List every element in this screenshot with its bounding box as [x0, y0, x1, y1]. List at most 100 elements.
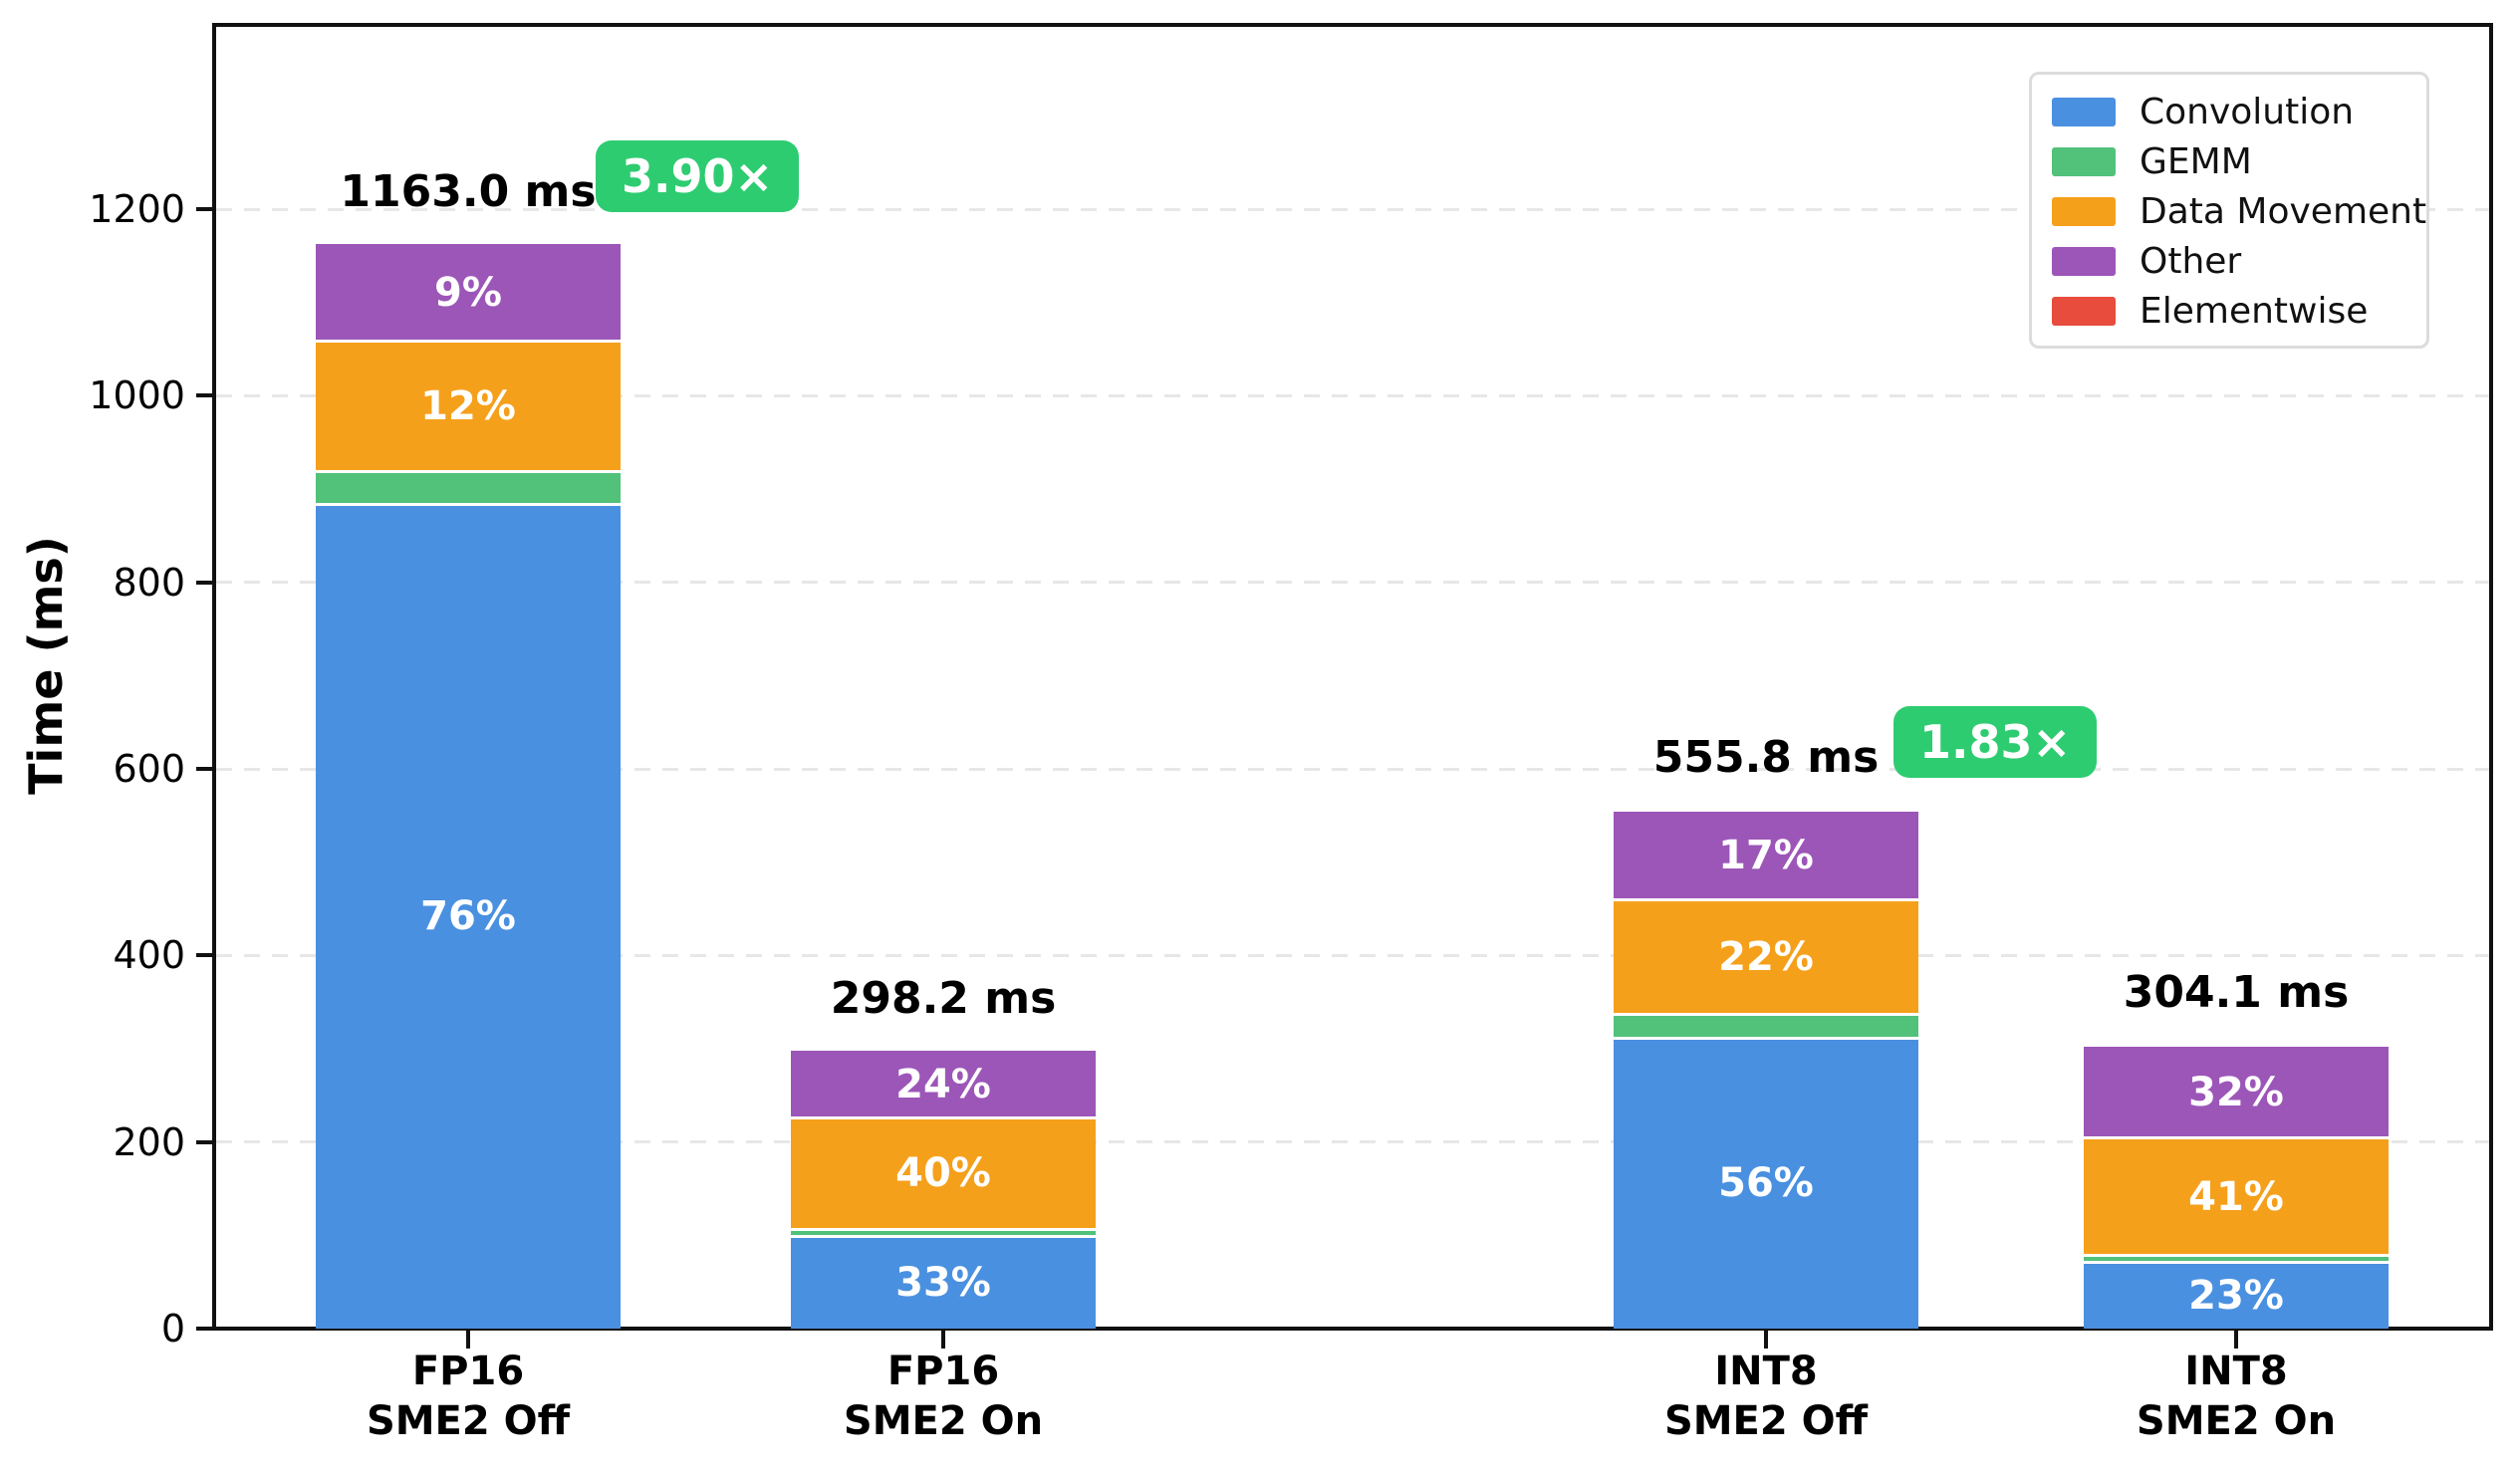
x-tick-label: FP16 SME2 Off [219, 1347, 717, 1446]
x-tick-label-line: FP16 [886, 1349, 1000, 1394]
bar-total-label: 1163.0 ms [340, 165, 597, 217]
bar-segment-gemm [1614, 1014, 1918, 1039]
segment-percent-label: 12% [420, 383, 516, 430]
y-tick-label: 1000 [89, 373, 185, 418]
bar-segment-data-movement [2084, 1137, 2389, 1256]
x-tick-label: INT8 SME2 On [1987, 1347, 2485, 1446]
y-tick-label: 400 [113, 933, 185, 978]
bar-segment-gemm [316, 471, 621, 505]
x-tick-label-line: FP16 [411, 1349, 525, 1394]
bar-total-label: 298.2 ms [830, 972, 1057, 1024]
legend-swatch-gemm [2052, 146, 2116, 176]
bar-segment-gemm [791, 1229, 1096, 1237]
legend-swatch-convolution [2052, 97, 2116, 126]
legend: Convolution GEMM Data Movement Other Element… [2029, 72, 2429, 349]
segment-separator [2084, 1260, 2389, 1264]
x-tick-mark [941, 1331, 945, 1349]
x-tick-mark [1764, 1331, 1768, 1349]
gridline-600 [216, 767, 2489, 771]
x-tick-label-line: SME2 On [843, 1398, 1044, 1444]
segment-separator [791, 1235, 1096, 1239]
segment-percent-label: 40% [895, 1150, 991, 1197]
segment-separator [791, 1115, 1096, 1119]
y-tick-mark [196, 953, 216, 958]
bar-total-label: 304.1 ms [2123, 967, 2350, 1019]
speedup-badge: 1.83× [1893, 706, 2098, 779]
segment-percent-label: 17% [1718, 833, 1814, 879]
legend-label: Convolution [2140, 91, 2355, 132]
x-tick-label: FP16 SME2 On [694, 1347, 1192, 1446]
legend-label: GEMM [2140, 140, 2252, 182]
y-tick-mark [196, 580, 216, 585]
bar-segment-data-movement [791, 1117, 1096, 1230]
y-axis-title: Time (ms) [19, 536, 73, 795]
bar-segment-other [2084, 1046, 2389, 1138]
segment-separator [2084, 1136, 2389, 1140]
y-tick-mark [196, 393, 216, 398]
segment-separator [1614, 898, 1918, 902]
gridline-200 [216, 1140, 2489, 1144]
x-tick-label-line: INT8 [2184, 1349, 2288, 1394]
y-tick-label: 0 [160, 1307, 185, 1350]
segment-percent-label: 24% [895, 1061, 991, 1107]
bar-segment-other [316, 243, 621, 342]
segment-separator [1614, 1037, 1918, 1040]
y-tick-mark [196, 207, 216, 211]
bar-segment-other [1614, 812, 1918, 900]
legend-swatch-elementwise [2052, 296, 2116, 326]
segment-separator [791, 1227, 1096, 1231]
segment-percent-label: 32% [2188, 1069, 2284, 1115]
x-tick-label-line: INT8 [1714, 1349, 1818, 1394]
x-tick-mark [2234, 1331, 2238, 1349]
bar-segment-gemm [2084, 1255, 2389, 1263]
y-tick-mark [196, 767, 216, 771]
y-tick-mark [196, 1139, 216, 1144]
bar-segment-other [791, 1051, 1096, 1118]
x-tick-label: INT8 SME2 Off [1517, 1347, 2015, 1446]
legend-label: Other [2140, 240, 2242, 282]
bar-segment-convolution [1614, 1038, 1918, 1329]
x-tick-mark [466, 1331, 470, 1349]
legend-item-data-movement: Data Movement [2052, 186, 2426, 236]
segment-separator [316, 469, 621, 473]
legend-label: Data Movement [2140, 190, 2427, 232]
legend-item-convolution: Convolution [2052, 87, 2406, 136]
bar-total-label: 555.8 ms [1652, 732, 1880, 784]
x-tick-label-line: SME2 On [2136, 1398, 2337, 1444]
x-tick-label-line: SME2 Off [366, 1398, 571, 1444]
bar-segment-data-movement [1614, 899, 1918, 1015]
segment-percent-label: 56% [1718, 1160, 1814, 1207]
segment-percent-label: 22% [1718, 933, 1814, 980]
segment-separator [2084, 1254, 2389, 1258]
bar-segment-data-movement [316, 341, 621, 472]
segment-percent-label: 23% [2188, 1272, 2284, 1319]
segment-percent-label: 9% [434, 269, 502, 316]
legend-swatch-data-movement [2052, 196, 2116, 226]
x-tick-label-line: SME2 Off [1663, 1398, 1869, 1444]
bar-segment-convolution [791, 1236, 1096, 1329]
y-tick-mark [196, 1327, 216, 1331]
legend-item-elementwise: Elementwise [2052, 286, 2406, 336]
legend-label: Elementwise [2140, 290, 2369, 332]
segment-separator [316, 502, 621, 506]
gridline-1000 [216, 393, 2489, 397]
y-tick-label: 1200 [89, 187, 185, 231]
bar-segment-convolution [2084, 1262, 2389, 1329]
y-tick-label: 600 [113, 747, 185, 791]
gridline-1200 [216, 207, 2489, 211]
segment-percent-label: 76% [420, 893, 516, 940]
segment-separator [316, 340, 621, 344]
legend-item-other: Other [2052, 236, 2406, 286]
speedup-badge: 3.90× [596, 139, 800, 212]
segment-percent-label: 41% [2188, 1173, 2284, 1220]
segment-separator [1614, 1012, 1918, 1016]
gridline-800 [216, 581, 2489, 585]
gridline-400 [216, 953, 2489, 957]
legend-item-gemm: GEMM [2052, 136, 2406, 186]
y-tick-label: 200 [113, 1119, 185, 1164]
legend-swatch-other [2052, 246, 2116, 276]
y-tick-label: 800 [113, 560, 185, 605]
segment-percent-label: 33% [895, 1259, 991, 1306]
bar-segment-convolution [316, 504, 621, 1329]
